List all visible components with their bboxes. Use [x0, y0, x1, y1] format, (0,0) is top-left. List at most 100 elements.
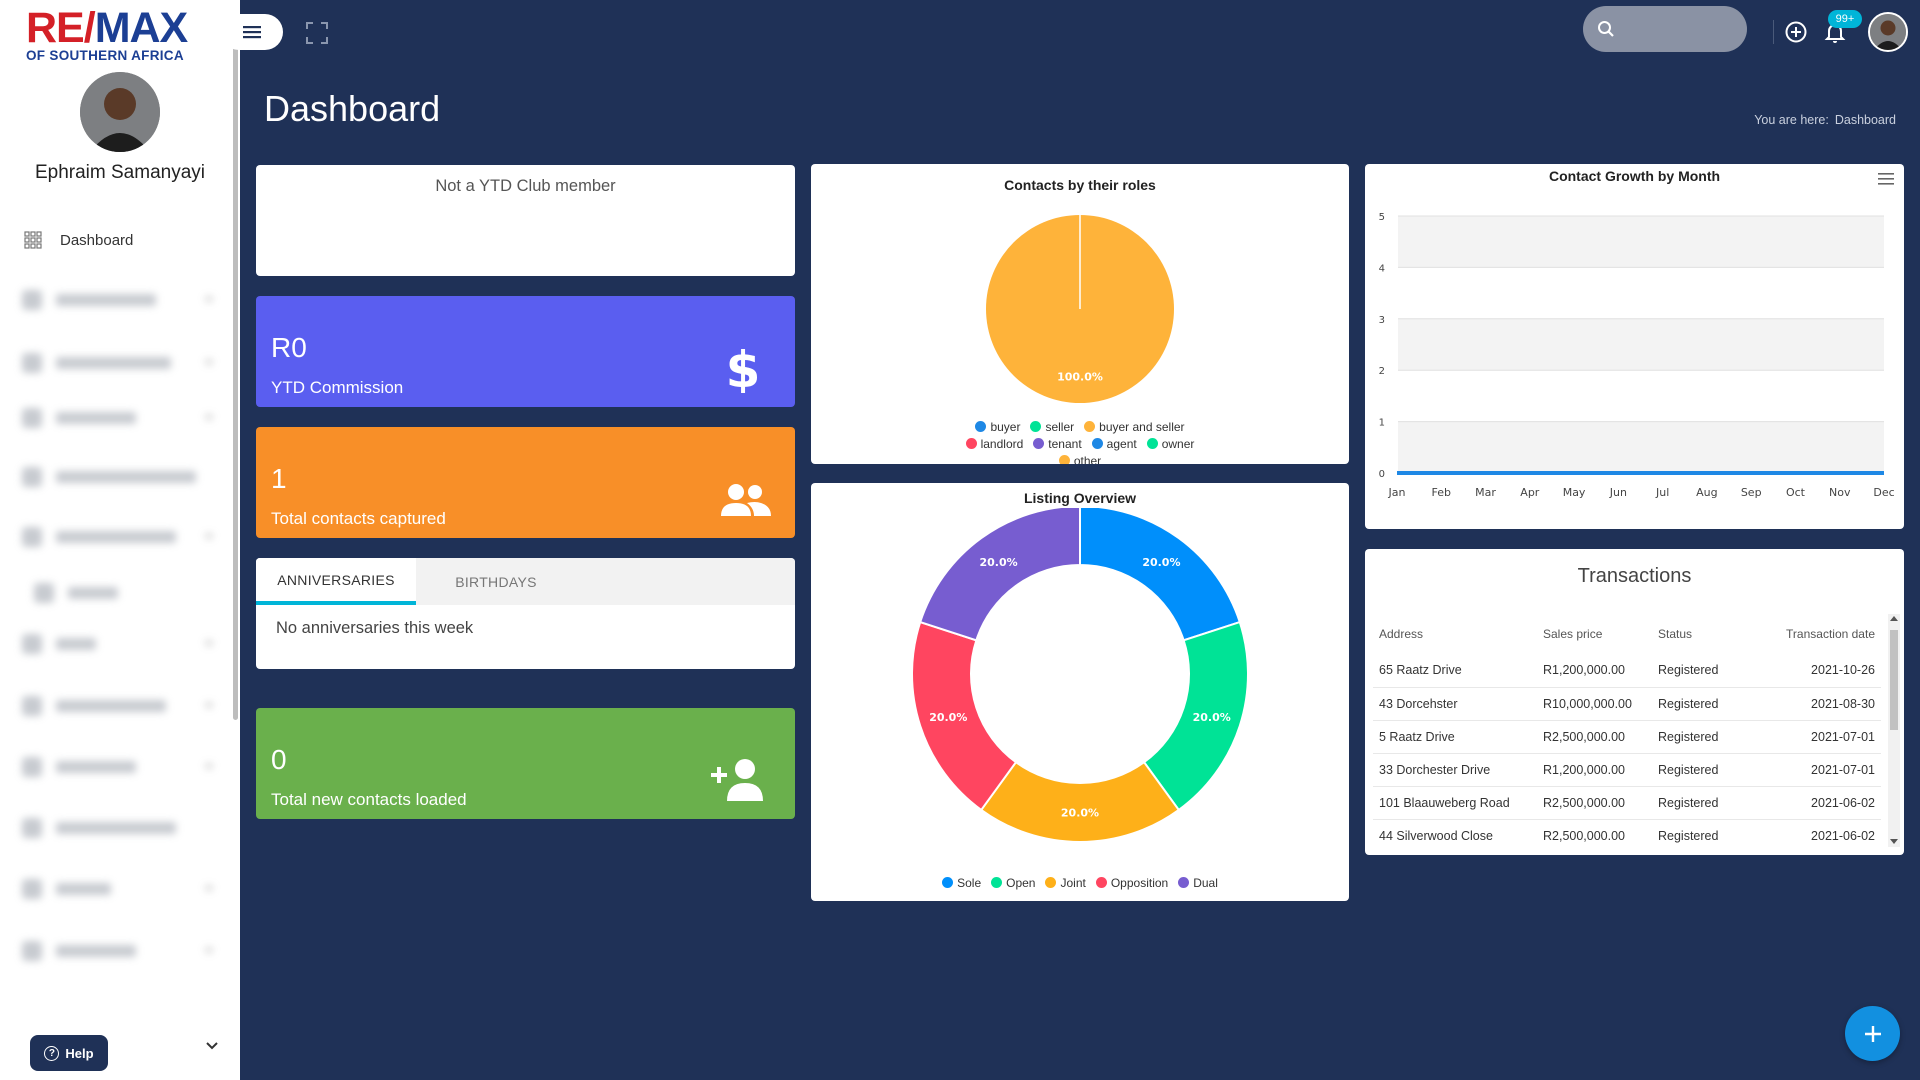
grid-icon	[22, 229, 44, 251]
status-cell: Registered	[1652, 687, 1747, 721]
x-tick-label: Jul	[1655, 486, 1669, 499]
remax-logo[interactable]: RE/MAX OF SOUTHERN AFRICA	[26, 7, 206, 64]
add-circle-icon[interactable]	[1784, 20, 1808, 44]
address-cell: 44 Silverwood Close	[1373, 819, 1537, 847]
table-header-row: Address Sales price Status Transaction d…	[1373, 614, 1881, 654]
legend-item[interactable]: other	[1058, 452, 1101, 464]
legend-item[interactable]: tenant	[1033, 435, 1082, 452]
scroll-thumb[interactable]	[1890, 630, 1898, 730]
sidebar-item-obscured[interactable]	[22, 459, 222, 495]
table-row[interactable]: 101 Blaauweberg Road R2,500,000.00 Registe…	[1373, 786, 1881, 820]
menu-toggle-button[interactable]	[221, 14, 283, 50]
contacts-label: Total contacts captured	[271, 509, 446, 528]
legend-marker	[965, 438, 977, 449]
sidebar-item-obscured[interactable]	[22, 810, 222, 846]
caret-down-icon	[204, 534, 214, 540]
sidebar-item-obscured[interactable]	[22, 339, 222, 387]
transactions-scrollbar[interactable]	[1888, 614, 1900, 847]
data-label: 100.0%	[1057, 371, 1103, 384]
legend-item[interactable]: agent	[1091, 435, 1137, 452]
transactions-table-wrap: Address Sales price Status Transaction d…	[1373, 614, 1881, 847]
sidebar-item-obscured[interactable]	[22, 749, 222, 785]
caret-down-icon	[204, 886, 214, 892]
obscured-label	[56, 945, 136, 957]
legend-item[interactable]: Dual	[1178, 874, 1218, 891]
breadcrumb: You are here: Dashboard	[1748, 113, 1896, 127]
obscured-label	[68, 587, 118, 599]
grid-band	[1398, 318, 1884, 371]
total-contacts-card: 1 Total contacts captured	[256, 427, 795, 538]
user-name: Ephraim Samanyayi	[34, 162, 206, 183]
legend-item[interactable]: buyer	[975, 418, 1020, 435]
obscured-icon	[22, 757, 42, 777]
logo-max-text: MAX	[94, 4, 189, 52]
sidebar-item-obscured[interactable]	[22, 519, 222, 555]
help-button[interactable]: ? Help	[30, 1035, 108, 1071]
column-header[interactable]: Transaction date	[1786, 627, 1875, 641]
user-avatar[interactable]	[80, 72, 160, 152]
fullscreen-icon[interactable]	[305, 21, 329, 45]
user-avatar-small-image	[1870, 14, 1906, 50]
column-header[interactable]: Address	[1379, 627, 1424, 641]
x-tick-label: Feb	[1432, 486, 1451, 499]
x-tick-label: Jan	[1388, 486, 1406, 499]
sales-price-cell: R2,500,000.00	[1537, 819, 1652, 847]
tab-anniversaries[interactable]: ANNIVERSARIES	[256, 558, 416, 605]
table-row[interactable]: 44 Silverwood Close R2,500,000.00 Register…	[1373, 819, 1881, 847]
search-box[interactable]	[1583, 6, 1747, 52]
legend-item[interactable]: owner	[1146, 435, 1194, 452]
legend-label: tenant	[1048, 436, 1082, 451]
legend-item[interactable]: seller	[1030, 418, 1074, 435]
obscured-icon	[34, 583, 54, 603]
chart-menu-icon[interactable]	[1878, 172, 1894, 186]
sidebar-scrollbar[interactable]	[233, 30, 238, 720]
obscured-label	[56, 700, 166, 712]
logo-subtitle: OF SOUTHERN AFRICA	[26, 48, 184, 63]
sidebar-item-obscured[interactable]	[22, 871, 222, 907]
legend-label: landlord	[980, 436, 1024, 451]
sidebar-item-obscured[interactable]	[22, 927, 222, 975]
legend-item[interactable]: buyer and seller	[1084, 418, 1185, 435]
new-contacts-label: Total new contacts loaded	[271, 790, 467, 809]
sidebar-item-dashboard[interactable]: Dashboard	[22, 222, 222, 258]
table-row[interactable]: 5 Raatz Drive R2,500,000.00 Registered 2021…	[1373, 720, 1881, 754]
table-row[interactable]: 65 Raatz Drive R1,200,000.00 Registered 202…	[1373, 654, 1881, 688]
caret-down-icon	[204, 297, 214, 303]
scroll-down-icon[interactable]	[1890, 839, 1898, 844]
sidebar-item-obscured[interactable]	[22, 688, 222, 724]
obscured-label	[56, 822, 176, 834]
column-header[interactable]: Sales price	[1543, 627, 1603, 641]
chart-title: Contact Growth by Month	[1548, 168, 1721, 184]
data-label: 20.0%	[1061, 807, 1099, 820]
address-cell: 5 Raatz Drive	[1373, 720, 1537, 754]
help-label: Help	[65, 1045, 94, 1061]
legend-item[interactable]: landlord	[965, 435, 1024, 452]
sidebar-item-obscured[interactable]	[22, 626, 222, 662]
legend-item[interactable]: Sole	[942, 874, 981, 891]
breadcrumb-current[interactable]: Dashboard	[1834, 113, 1896, 127]
legend-label: Opposition	[1110, 875, 1169, 890]
legend-item[interactable]: Open	[991, 874, 1035, 891]
legend-item[interactable]: Opposition	[1095, 874, 1169, 891]
obscured-label	[56, 638, 96, 650]
chevron-down-icon[interactable]	[202, 1036, 222, 1056]
sidebar-item-obscured[interactable]	[22, 282, 222, 318]
sidebar-item-obscured[interactable]	[34, 575, 234, 611]
floating-add-button[interactable]	[1845, 1006, 1900, 1061]
table-row[interactable]: 33 Dorchester Drive R1,200,000.00 Register…	[1373, 753, 1881, 787]
scroll-up-icon[interactable]	[1890, 616, 1898, 621]
page-title: Dashboard	[264, 88, 441, 129]
y-tick-label: 0	[1379, 469, 1385, 480]
user-avatar-small[interactable]	[1868, 12, 1908, 52]
ytd-club-card: Not a YTD Club member	[256, 165, 795, 276]
legend-item[interactable]: Joint	[1045, 874, 1086, 891]
search-input[interactable]	[1623, 21, 1733, 37]
sidebar-item-obscured[interactable]	[22, 400, 222, 436]
table-row[interactable]: 43 Dorcehster R10,000,000.00 Registered 202…	[1373, 687, 1881, 721]
legend-marker	[942, 877, 954, 888]
column-header[interactable]: Status	[1658, 627, 1693, 641]
x-tick-label: Jun	[1609, 486, 1627, 499]
transaction-date-cell: 2021-06-02	[1747, 786, 1881, 820]
tab-birthdays[interactable]: BIRTHDAYS	[455, 573, 537, 590]
sales-price-cell: R1,200,000.00	[1537, 753, 1652, 787]
